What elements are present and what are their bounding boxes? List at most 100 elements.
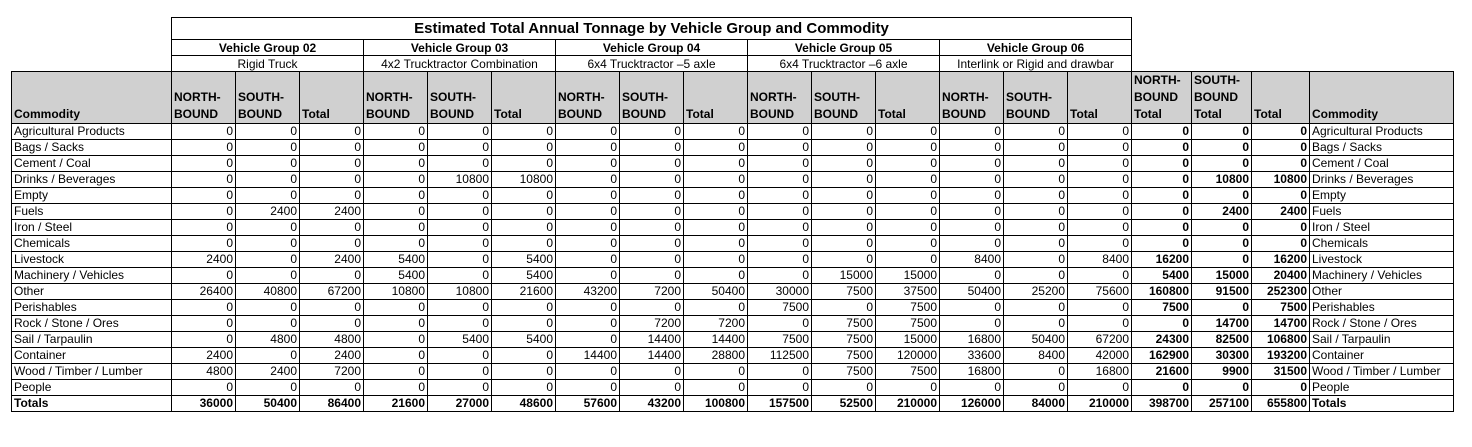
value-cell: 2400: [171, 347, 236, 364]
value-cell: 0: [363, 363, 428, 380]
value-cell: 0: [235, 123, 300, 140]
value-cell: 0: [1131, 139, 1192, 156]
value-cell: 162900: [1131, 347, 1192, 364]
value-cell: 50400: [683, 283, 748, 300]
value-cell: 16200: [1251, 251, 1310, 268]
value-cell: 0: [363, 235, 428, 252]
value-cell: 126000: [939, 395, 1004, 412]
value-cell: 0: [171, 299, 236, 316]
value-cell: 0: [1251, 235, 1310, 252]
commodity-name-right: Fuels: [1309, 203, 1454, 220]
value-cell: 16200: [1131, 251, 1192, 268]
value-cell: 0: [555, 219, 620, 236]
group-header-04: Vehicle Group 04: [555, 39, 748, 56]
value-cell: 0: [875, 251, 940, 268]
group-header-03: Vehicle Group 03: [363, 39, 556, 56]
value-cell: 0: [811, 379, 876, 396]
value-cell: 0: [683, 363, 748, 380]
value-cell: 5400: [491, 267, 556, 284]
value-cell: 2400: [299, 203, 364, 220]
value-cell: 0: [811, 251, 876, 268]
value-cell: 0: [427, 219, 492, 236]
tonnage-sheet: Estimated Total Annual Tonnage by Vehicl…: [11, 17, 1454, 412]
value-cell: 21600: [491, 283, 556, 300]
value-cell: 257100: [1191, 395, 1252, 412]
table-row: Cement / Coal 0 0 0 0 0 0 0 0 0 0 0 0 0 0 0 0 0 0 Cement / …: [11, 155, 1454, 172]
value-cell: 24300: [1131, 331, 1192, 348]
value-cell: 15000: [875, 267, 940, 284]
group-desc-04: 6x4 Trucktractor –5 axle: [555, 55, 748, 72]
value-cell: 91500: [1191, 283, 1252, 300]
value-cell: 0: [235, 155, 300, 172]
corner-blank: [12, 40, 172, 56]
value-cell: 0: [1067, 379, 1132, 396]
value-cell: 2400: [299, 347, 364, 364]
value-cell: 2400: [1191, 203, 1252, 220]
value-cell: 0: [235, 139, 300, 156]
value-cell: 15000: [875, 331, 940, 348]
value-cell: 0: [171, 331, 236, 348]
value-cell: 0: [1003, 187, 1068, 204]
value-cell: 48600: [491, 395, 556, 412]
value-cell: 36000: [171, 395, 236, 412]
value-cell: 21600: [363, 395, 428, 412]
value-cell: 0: [363, 187, 428, 204]
table-row: Wood / Timber / Lumber 4800 2400 7200 0 0 0 0 0 0…: [11, 363, 1454, 380]
value-cell: 0: [1191, 379, 1252, 396]
value-cell: 16800: [939, 331, 1004, 348]
value-cell: 0: [1131, 219, 1192, 236]
value-cell: 160800: [1131, 283, 1192, 300]
value-cell: 0: [1067, 139, 1132, 156]
commodity-name: Livestock: [11, 251, 172, 268]
value-cell: 0: [299, 171, 364, 188]
group-desc-02: Rigid Truck: [171, 55, 364, 72]
value-cell: 0: [1191, 187, 1252, 204]
value-cell: 0: [811, 219, 876, 236]
value-cell: 0: [363, 219, 428, 236]
value-cell: 15000: [811, 267, 876, 284]
value-cell: 0: [1003, 219, 1068, 236]
value-cell: 0: [235, 171, 300, 188]
value-cell: 10800: [427, 171, 492, 188]
value-cell: 0: [683, 203, 748, 220]
value-cell: 0: [619, 299, 684, 316]
value-cell: 0: [1131, 155, 1192, 172]
value-cell: 50400: [1003, 331, 1068, 348]
value-cell: 0: [875, 187, 940, 204]
value-cell: 0: [683, 155, 748, 172]
value-cell: 0: [747, 251, 812, 268]
value-cell: 0: [235, 251, 300, 268]
value-cell: 0: [683, 235, 748, 252]
value-cell: 0: [1251, 139, 1310, 156]
commodity-name-right: Chemicals: [1309, 235, 1454, 252]
value-cell: 27000: [427, 395, 492, 412]
commodity-name-right: Sail / Tarpaulin: [1309, 331, 1454, 348]
value-cell: 9900: [1191, 363, 1252, 380]
value-cell: 0: [1191, 219, 1252, 236]
column-header-northbound: NORTH-BOUND: [171, 71, 236, 124]
group-header-06: Vehicle Group 06: [939, 39, 1132, 56]
value-cell: 0: [299, 315, 364, 332]
value-cell: 42000: [1067, 347, 1132, 364]
value-cell: 0: [1131, 379, 1192, 396]
value-cell: 0: [1067, 219, 1132, 236]
value-cell: 0: [1067, 171, 1132, 188]
value-cell: 0: [555, 235, 620, 252]
value-cell: 0: [683, 139, 748, 156]
commodity-name: Empty: [11, 187, 172, 204]
value-cell: 0: [939, 379, 1004, 396]
group-desc-05: 6x4 Trucktractor –6 axle: [747, 55, 940, 72]
value-cell: 0: [939, 123, 1004, 140]
column-header-grand-total: Total: [1251, 71, 1310, 124]
table-title: Estimated Total Annual Tonnage by Vehicl…: [171, 17, 1132, 40]
value-cell: 0: [235, 219, 300, 236]
value-cell: 0: [619, 363, 684, 380]
column-header-total: Total: [299, 71, 364, 124]
column-header-northbound: NORTH-BOUND: [363, 71, 428, 124]
commodity-name: Container: [11, 347, 172, 364]
value-cell: 5400: [363, 267, 428, 284]
value-cell: 0: [427, 363, 492, 380]
value-cell: 0: [1251, 379, 1310, 396]
value-cell: 31500: [1251, 363, 1310, 380]
value-cell: 0: [555, 299, 620, 316]
